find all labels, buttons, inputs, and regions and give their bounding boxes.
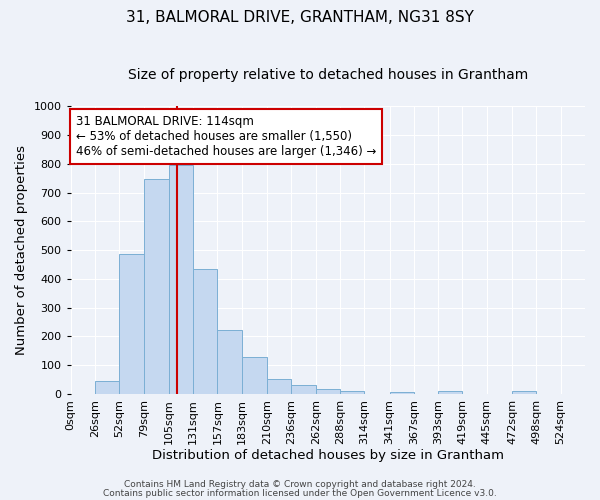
Bar xyxy=(292,386,316,394)
Bar xyxy=(169,166,193,394)
Text: 31, BALMORAL DRIVE, GRANTHAM, NG31 8SY: 31, BALMORAL DRIVE, GRANTHAM, NG31 8SY xyxy=(126,10,474,25)
Bar xyxy=(267,379,292,394)
Y-axis label: Number of detached properties: Number of detached properties xyxy=(15,145,28,355)
X-axis label: Distribution of detached houses by size in Grantham: Distribution of detached houses by size … xyxy=(152,450,504,462)
Bar xyxy=(119,254,145,394)
Bar xyxy=(242,357,267,394)
Title: Size of property relative to detached houses in Grantham: Size of property relative to detached ho… xyxy=(128,68,528,82)
Bar xyxy=(316,389,340,394)
Bar xyxy=(389,392,414,394)
Text: Contains HM Land Registry data © Crown copyright and database right 2024.: Contains HM Land Registry data © Crown c… xyxy=(124,480,476,489)
Text: Contains public sector information licensed under the Open Government Licence v3: Contains public sector information licen… xyxy=(103,488,497,498)
Bar xyxy=(340,391,364,394)
Bar xyxy=(438,391,463,394)
Bar xyxy=(95,381,119,394)
Bar xyxy=(512,391,536,394)
Bar xyxy=(193,269,217,394)
Bar xyxy=(145,179,169,394)
Text: 31 BALMORAL DRIVE: 114sqm
← 53% of detached houses are smaller (1,550)
46% of se: 31 BALMORAL DRIVE: 114sqm ← 53% of detac… xyxy=(76,115,376,158)
Bar xyxy=(217,330,242,394)
